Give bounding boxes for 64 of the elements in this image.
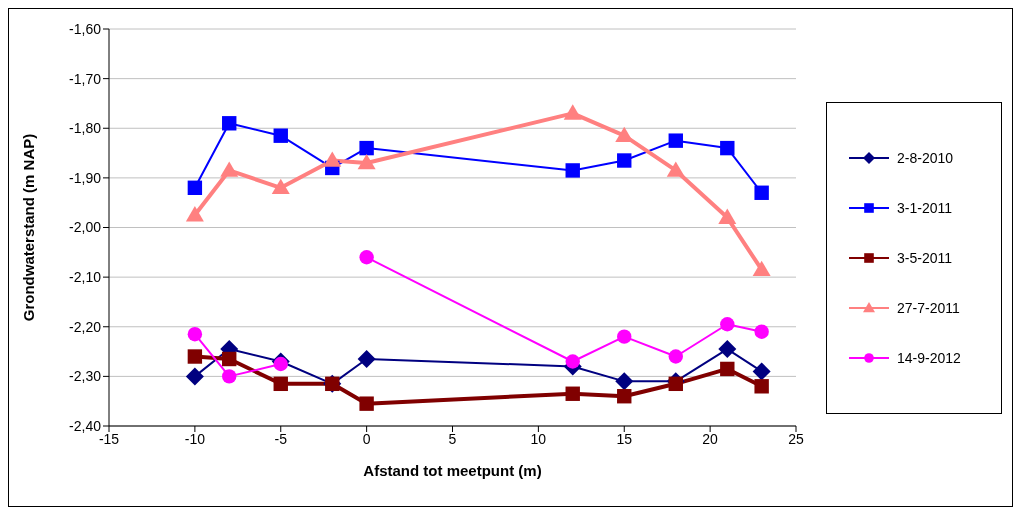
point [668,349,683,364]
legend-label: 3-1-2011 [897,199,953,216]
point [323,151,342,167]
x-tick-label: 15 [616,430,633,447]
y-tick-label: -2,00 [69,219,102,236]
x-tick-label: 0 [362,430,371,447]
y-tick-label: -1,70 [69,70,102,87]
point [668,133,683,148]
point [359,396,374,411]
point [718,340,737,359]
point [754,324,769,339]
point [222,369,237,384]
point [668,376,683,392]
x-tick-label: 20 [702,430,719,447]
point [718,208,737,224]
point [565,354,580,369]
point [185,206,204,222]
point [617,153,632,168]
legend-label: 2-8-2010 [897,149,954,166]
point [357,153,376,170]
point [754,379,769,394]
y-tick-label: -2,30 [69,368,102,385]
point [720,361,735,377]
point [615,372,634,391]
x-tick-label: -5 [274,430,288,447]
y-tick-label: -1,90 [69,169,102,186]
x-tick-label: 25 [788,430,804,447]
point [359,250,374,265]
point [187,180,203,195]
point [273,376,288,392]
point [563,104,582,120]
point [565,163,580,178]
point [617,329,632,344]
y-tick-label: -1,60 [69,20,102,37]
point [565,386,580,401]
point [273,128,288,143]
y-tick-label: -2,10 [69,269,102,286]
legend-label: 14-9-2012 [897,349,961,366]
point [752,260,771,276]
point [222,116,237,131]
point [271,178,290,195]
point [752,362,771,381]
point [359,140,374,156]
y-axis-title: Grondwaterstand (m NAP) [20,133,38,322]
point [185,367,204,386]
point [220,161,239,177]
y-tick-label: -1,80 [69,120,102,137]
point [357,350,376,369]
legend-label: 27-7-2011 [897,299,960,316]
y-tick-label: -2,20 [69,318,102,335]
x-tick-label: 10 [530,430,547,447]
point [720,317,735,332]
x-tick-label: -10 [184,430,206,447]
legend-label: 3-5-2011 [897,249,953,266]
x-tick-label: 5 [448,430,457,447]
point [720,140,735,156]
point [187,326,203,342]
x-axis-title: Afstand tot meetpunt (m) [363,462,542,479]
point [222,351,237,367]
point [273,356,288,372]
point [754,185,769,200]
point [617,389,632,404]
point [666,161,685,177]
point [187,349,203,364]
